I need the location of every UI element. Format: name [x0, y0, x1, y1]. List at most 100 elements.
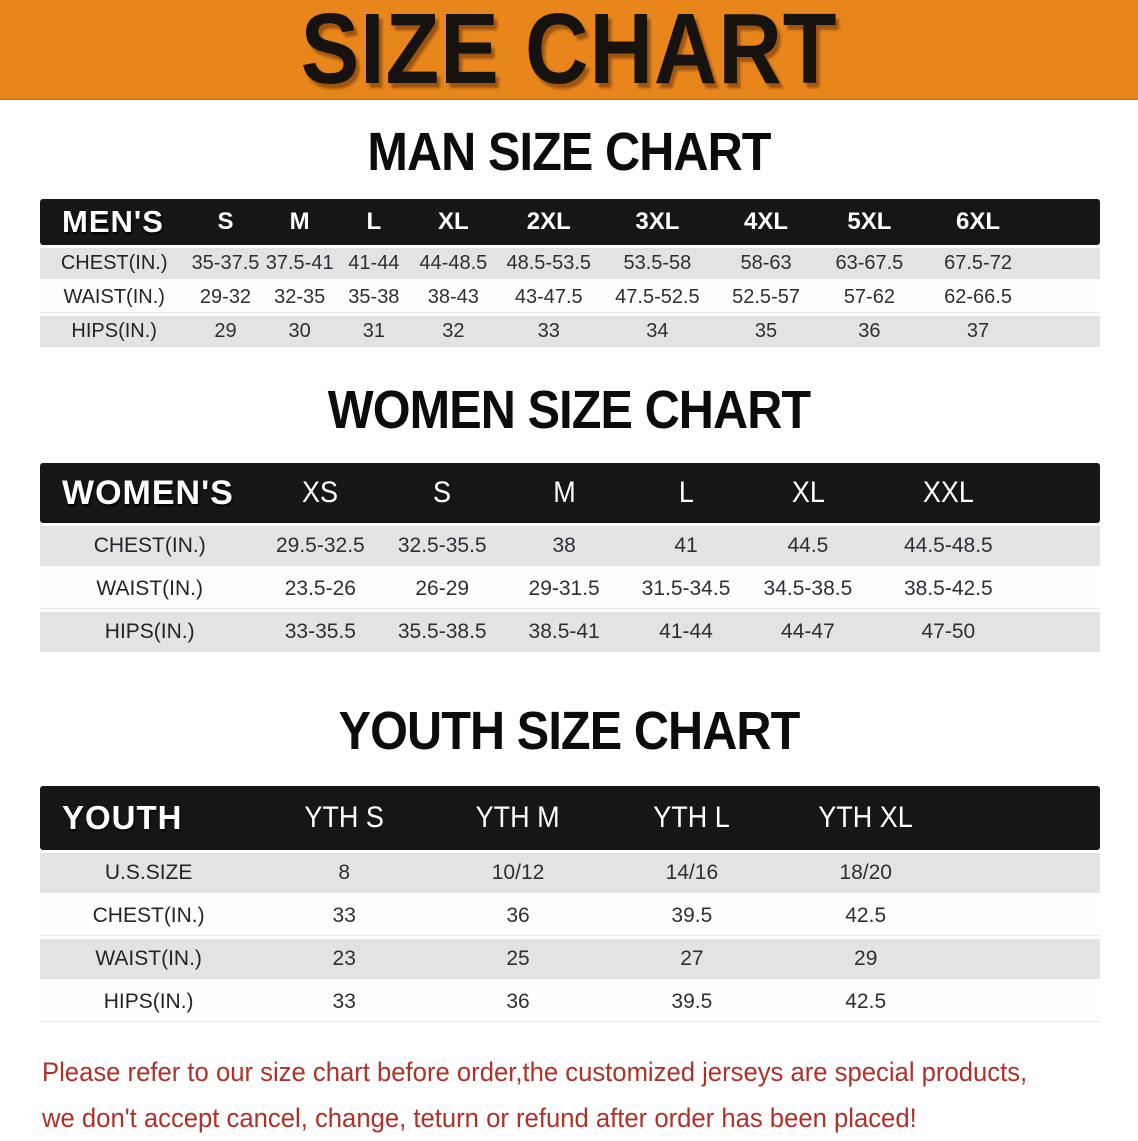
size-value: 39.5	[604, 982, 779, 1022]
group-label: YOUTH	[40, 786, 258, 850]
size-value: 37	[919, 316, 1037, 347]
size-value: 38	[503, 526, 626, 566]
table-row: HIPS(IN.) 29 30 31 32 33 34 35 36 37	[40, 316, 1100, 347]
header-spacer-cell	[1027, 463, 1100, 523]
measurement-label: CHEST(IN.)	[40, 248, 189, 279]
size-value: 62-66.5	[919, 282, 1037, 313]
size-section: MAN SIZE CHART MEN'S S M L XL 2XL 3XL 4XL 5XL 6XL…	[0, 122, 1138, 350]
size-column-header: L	[336, 199, 411, 245]
notice-line-1: Please refer to our size chart before or…	[42, 1057, 1028, 1087]
size-value: 44-48.5	[410, 248, 496, 279]
size-section: YOUTH SIZE CHART YOUTH YTH S YTH M YTH L YTH…	[0, 701, 1138, 1025]
size-column-header: 6XL	[919, 199, 1037, 245]
size-value: 35.5-38.5	[381, 612, 504, 652]
header-spacer-cell	[1036, 199, 1100, 245]
size-column-header: XXL	[868, 463, 1028, 523]
section-heading-text: YOUTH SIZE CHART	[338, 701, 801, 761]
size-value: 39.5	[604, 896, 779, 936]
size-table: MEN'S S M L XL 2XL 3XL 4XL 5XL 6XL CHEST(IN.) 35-3…	[40, 196, 1100, 350]
size-header-row: YOUTH YTH S YTH M YTH L YTH XL	[40, 786, 1100, 850]
size-value: 32	[410, 316, 496, 347]
size-value: 8	[257, 853, 432, 893]
table-row: CHEST(IN.) 29.5-32.5 32.5-35.5 38 41 44.5 44.5…	[40, 526, 1100, 566]
size-column-header: 3XL	[601, 199, 714, 245]
measurement-label: WAIST(IN.)	[40, 569, 260, 609]
size-value: 26-29	[381, 569, 504, 609]
size-value: 31.5-34.5	[625, 569, 747, 609]
size-value: 10/12	[431, 853, 605, 893]
section-heading-text: WOMEN SIZE CHART	[327, 380, 811, 440]
section-heading-3: YOUTH SIZE CHART	[0, 701, 1138, 761]
size-value: 48.5-53.5	[495, 248, 602, 279]
size-column-header: S	[188, 199, 263, 245]
size-column-header: 5XL	[819, 199, 920, 245]
size-value: 38.5-42.5	[868, 569, 1028, 609]
size-column-header: YTH L	[604, 786, 779, 850]
section-heading-2: WOMEN SIZE CHART	[0, 380, 1138, 440]
size-value: 29.5-32.5	[259, 526, 382, 566]
size-value: 44-47	[746, 612, 869, 652]
size-value: 41	[625, 526, 747, 566]
size-table: WOMEN'S XS S M L XL XXL CHEST(IN.) 29.5-32.5 32.…	[40, 460, 1100, 655]
row-spacer-cell	[1036, 248, 1100, 279]
size-value: 23	[257, 939, 432, 979]
table-row: WAIST(IN.) 23.5-26 26-29 29-31.5 31.5-34.5 34…	[40, 569, 1100, 609]
row-spacer-cell	[952, 939, 1100, 979]
size-column-header: L	[625, 463, 747, 523]
measurement-label: HIPS(IN.)	[40, 982, 258, 1022]
size-sections-container: MAN SIZE CHART MEN'S S M L XL 2XL 3XL 4XL 5XL 6XL…	[0, 122, 1138, 1025]
size-value: 27	[604, 939, 779, 979]
section-heading-text: MAN SIZE CHART	[367, 122, 771, 182]
size-value: 35-37.5	[188, 248, 263, 279]
size-value: 47.5-52.5	[601, 282, 714, 313]
size-value: 31	[336, 316, 411, 347]
size-value: 25	[431, 939, 605, 979]
table-row: WAIST(IN.) 29-32 32-35 35-38 38-43 43-47.5 47.…	[40, 282, 1100, 313]
size-column-header: XL	[746, 463, 869, 523]
size-column-header: XL	[410, 199, 496, 245]
size-value: 35-38	[336, 282, 411, 313]
size-value: 33-35.5	[259, 612, 382, 652]
size-value: 42.5	[778, 896, 953, 936]
size-value: 29	[188, 316, 263, 347]
table-row: HIPS(IN.) 33 36 39.5 42.5	[40, 982, 1100, 1022]
table-row: HIPS(IN.) 33-35.5 35.5-38.5 38.5-41 41-44 44-…	[40, 612, 1100, 652]
header-spacer-cell	[952, 786, 1100, 850]
size-value: 34	[601, 316, 714, 347]
size-value: 41-44	[625, 612, 747, 652]
size-value: 34.5-38.5	[746, 569, 869, 609]
measurement-label: CHEST(IN.)	[40, 526, 260, 566]
size-value: 42.5	[778, 982, 953, 1022]
row-spacer-cell	[952, 853, 1100, 893]
table-row: CHEST(IN.) 33 36 39.5 42.5	[40, 896, 1100, 936]
size-column-header: YTH XL	[778, 786, 953, 850]
section-heading-1: MAN SIZE CHART	[0, 122, 1138, 182]
size-value: 29-32	[188, 282, 263, 313]
size-section: WOMEN SIZE CHART WOMEN'S XS S M L XL XXL CHEST…	[0, 380, 1138, 655]
size-value: 58-63	[713, 248, 820, 279]
row-spacer-cell	[1027, 569, 1100, 609]
group-label: MEN'S	[40, 199, 189, 245]
size-value: 53.5-58	[601, 248, 714, 279]
size-value: 38.5-41	[503, 612, 626, 652]
table-row: U.S.SIZE 8 10/12 14/16 18/20	[40, 853, 1100, 893]
size-table: YOUTH YTH S YTH M YTH L YTH XL U.S.SIZE 8 10/1…	[40, 783, 1100, 1025]
notice-line-2: we don't accept cancel, change, teturn o…	[42, 1103, 917, 1133]
size-value: 18/20	[778, 853, 953, 893]
size-value: 57-62	[819, 282, 920, 313]
row-spacer-cell	[952, 896, 1100, 936]
size-value: 44.5	[746, 526, 869, 566]
measurement-label: CHEST(IN.)	[40, 896, 258, 936]
measurement-label: U.S.SIZE	[40, 853, 258, 893]
size-header-row: MEN'S S M L XL 2XL 3XL 4XL 5XL 6XL	[40, 199, 1100, 245]
size-value: 47-50	[868, 612, 1028, 652]
size-column-header: 2XL	[495, 199, 602, 245]
size-value: 36	[431, 896, 605, 936]
size-column-header: 4XL	[713, 199, 820, 245]
size-value: 32-35	[262, 282, 337, 313]
size-value: 29-31.5	[503, 569, 626, 609]
measurement-label: WAIST(IN.)	[40, 282, 189, 313]
measurement-label: HIPS(IN.)	[40, 612, 260, 652]
size-column-header: M	[503, 463, 626, 523]
